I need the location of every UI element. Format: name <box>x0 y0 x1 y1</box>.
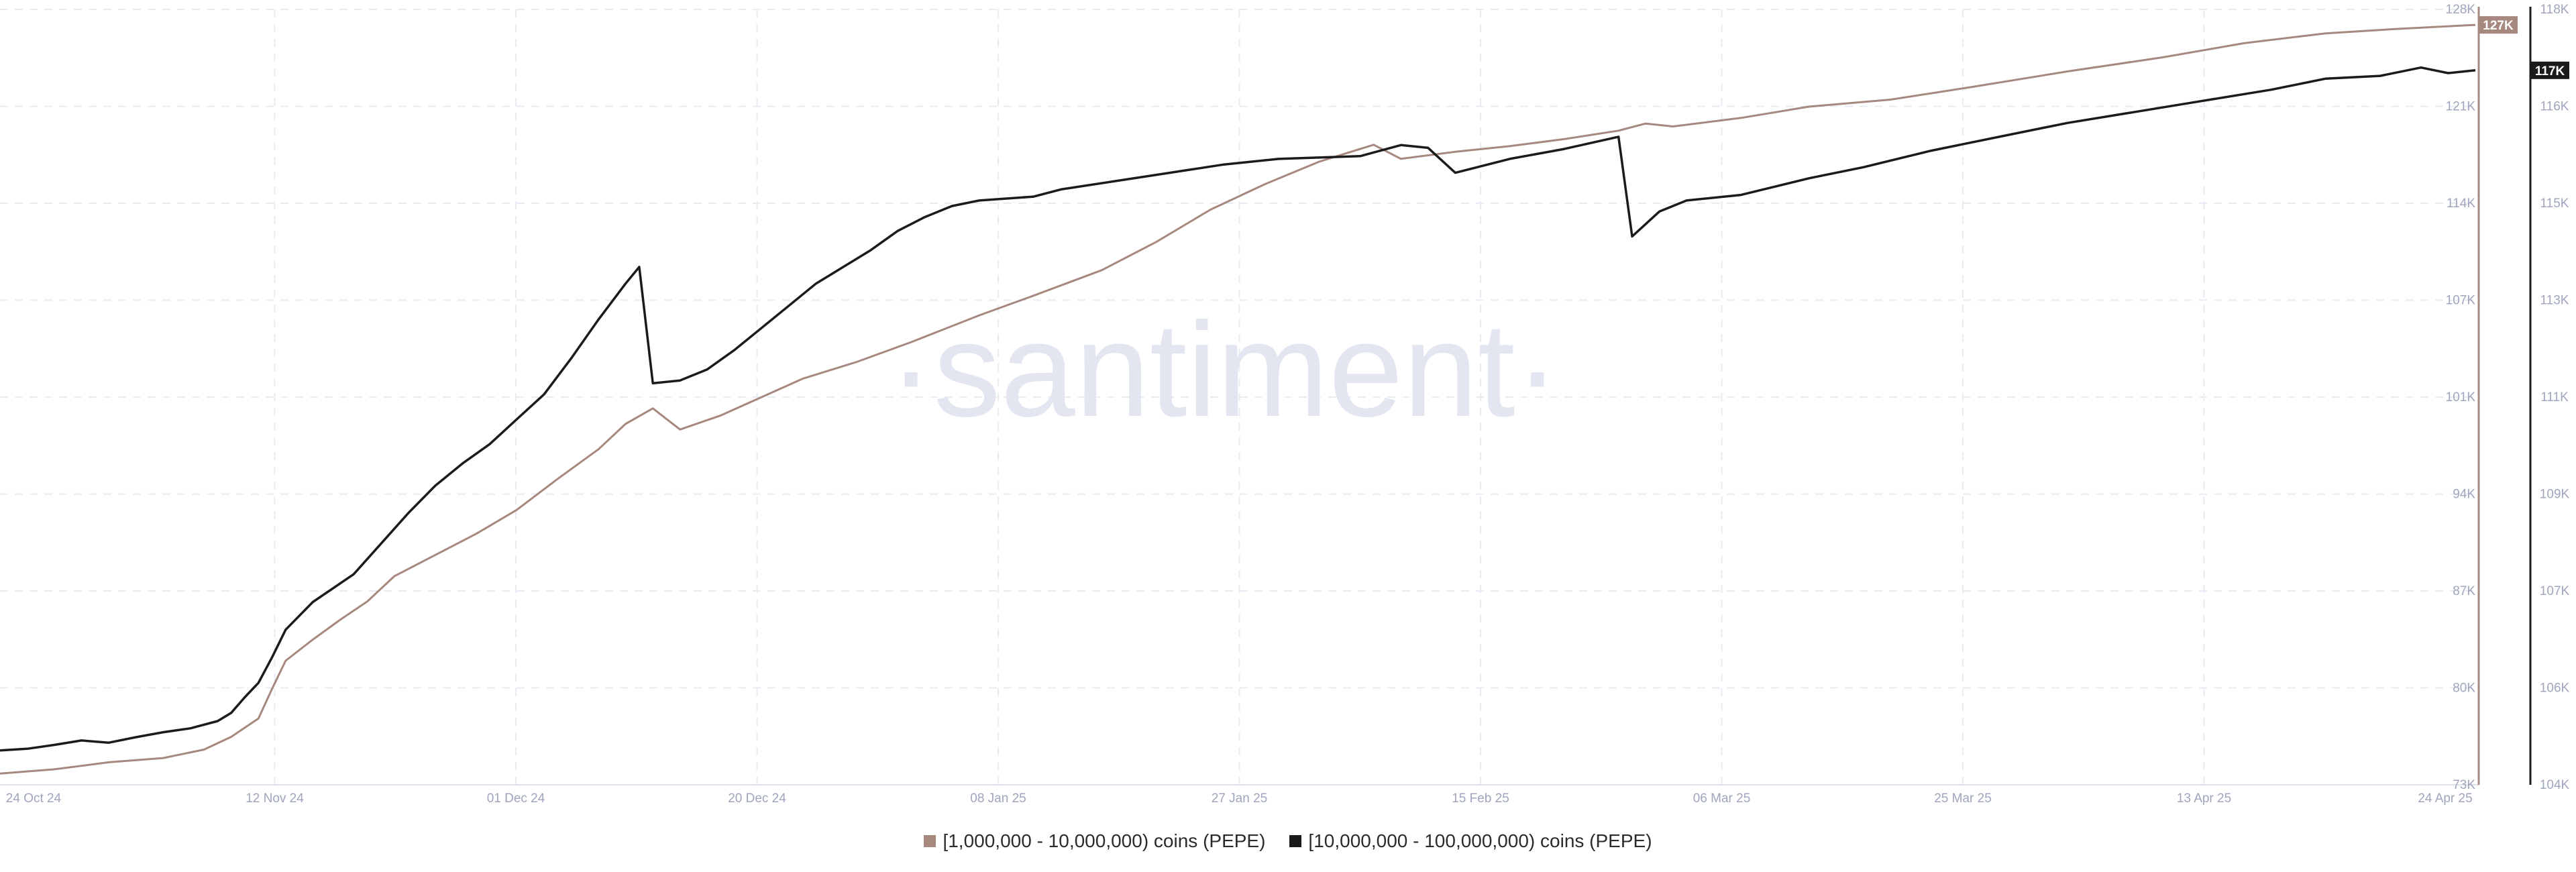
y-right-tick-label: 116K <box>2540 100 2569 114</box>
series-line-1 <box>0 23 2476 775</box>
legend-swatch-series-1 <box>924 835 936 847</box>
legend-swatch-series-2 <box>1289 835 1302 847</box>
x-tick-label: 12 Nov 24 <box>246 792 304 806</box>
y-left-tick-label: 121K <box>2446 100 2476 114</box>
tick-labels: 73K 80K 87K 94K 101K 107K 114K 121K 128K 104K 106K… <box>6 3 2570 806</box>
last-value-label-2: 117K <box>2535 64 2565 78</box>
y-left-tick-label: 73K <box>2453 778 2475 792</box>
legend-item-series-1[interactable]: [1,000,000 - 10,000,000) coins (PEPE) <box>924 830 1265 852</box>
x-tick-label: 06 Mar 25 <box>1693 792 1751 806</box>
x-tick-label: 13 Apr 25 <box>2177 792 2231 806</box>
y-right-tick-label: 111K <box>2540 390 2569 404</box>
last-value-label-1: 127K <box>2483 19 2514 33</box>
x-tick-label: 24 Oct 24 <box>6 792 62 806</box>
y-left-tick-label: 101K <box>2446 390 2476 404</box>
y-left-tick-label: 114K <box>2447 197 2475 211</box>
last-value-badge-2 <box>2530 61 2569 79</box>
legend-label-series-2: [10,000,000 - 100,000,000) coins (PEPE) <box>1308 830 1652 851</box>
y-left-tick-label: 94K <box>2453 488 2475 502</box>
x-tick-label: 24 Apr 25 <box>2418 792 2472 806</box>
y-left-tick-label: 87K <box>2453 584 2475 598</box>
y-right-tick-label: 115K <box>2540 197 2569 211</box>
x-tick-label: 27 Jan 25 <box>1212 792 1267 806</box>
x-tick-label: 25 Mar 25 <box>1934 792 1992 806</box>
axes <box>0 7 2532 785</box>
grid <box>0 9 2475 785</box>
last-value-badges: 127K 117K <box>2479 16 2569 79</box>
last-value-badge-1 <box>2479 16 2518 34</box>
y-left-tick-label: 80K <box>2453 682 2475 696</box>
santiment-watermark: ·santiment· <box>889 295 1560 445</box>
y-right-tick-label: 118K <box>2540 3 2569 17</box>
y-right-tick-label: 106K <box>2540 682 2570 696</box>
legend-item-series-2[interactable]: [10,000,000 - 100,000,000) coins (PEPE) <box>1289 830 1652 852</box>
x-tick-label: 20 Dec 24 <box>728 792 786 806</box>
x-tick-label: 15 Feb 25 <box>1452 792 1509 806</box>
legend: [1,000,000 - 10,000,000) coins (PEPE) [1… <box>0 830 2576 852</box>
y-left-tick-label: 128K <box>2446 3 2476 17</box>
series-line-2 <box>0 66 2476 752</box>
x-tick-label: 08 Jan 25 <box>970 792 1026 806</box>
y-right-tick-label: 109K <box>2540 488 2570 502</box>
y-right-tick-label: 107K <box>2540 584 2570 598</box>
y-left-tick-label: 107K <box>2446 294 2476 308</box>
legend-label-series-1: [1,000,000 - 10,000,000) coins (PEPE) <box>943 830 1266 851</box>
x-tick-label: 01 Dec 24 <box>487 792 545 806</box>
y-right-tick-label: 104K <box>2540 778 2570 792</box>
y-right-tick-label: 113K <box>2540 294 2569 308</box>
series-lines <box>0 23 2476 775</box>
